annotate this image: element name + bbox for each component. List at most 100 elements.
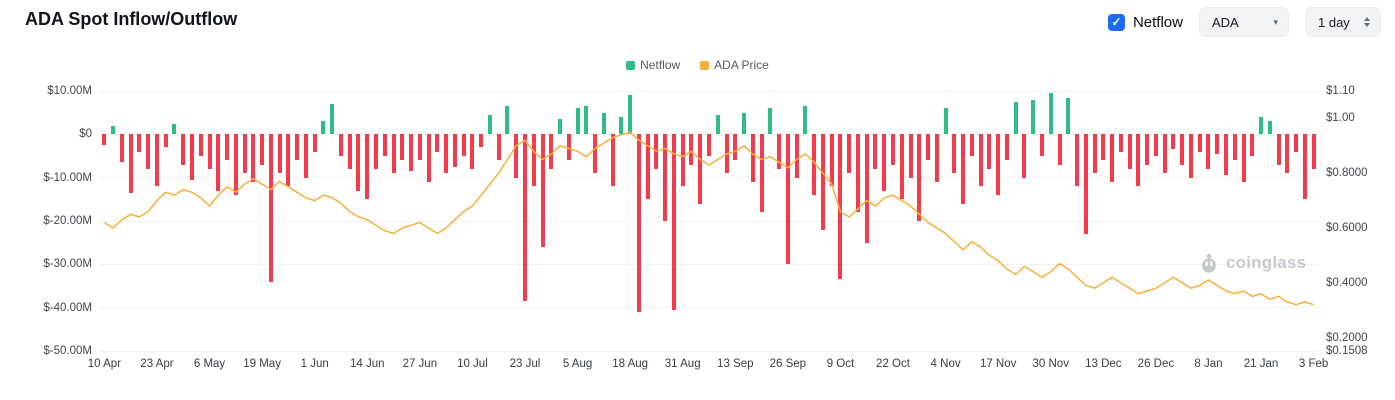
netflow-bar <box>838 134 843 280</box>
netflow-bar <box>198 134 203 156</box>
netflow-bar <box>1285 134 1290 174</box>
right-axis-label: $0.1508 <box>1326 345 1368 357</box>
netflow-bar <box>584 106 589 135</box>
netflow-bar <box>715 114 720 135</box>
netflow-bar <box>1048 93 1053 135</box>
netflow-bar <box>671 134 676 310</box>
netflow-bar <box>1136 134 1141 187</box>
chart-controls: ✓ Netflow ADA ▾ 1 day <box>1107 6 1381 38</box>
netflow-bar <box>102 134 107 146</box>
netflow-bar <box>286 134 291 187</box>
netflow-bar <box>1223 134 1228 176</box>
netflow-bar <box>610 134 615 187</box>
plot-area[interactable] <box>100 90 1318 352</box>
left-axis-label: $-40.00M <box>43 301 92 314</box>
x-axis-label: 26 Sep <box>769 358 807 370</box>
netflow-bar <box>750 134 755 182</box>
netflow-bar <box>382 134 387 156</box>
netflow-bar <box>540 134 545 247</box>
netflow-bar <box>601 112 606 135</box>
x-axis-label: 26 Dec <box>1137 358 1175 370</box>
netflow-bar <box>417 134 422 161</box>
netflow-bar <box>698 134 703 204</box>
chevron-down-icon: ▾ <box>1273 16 1278 27</box>
netflow-bar <box>479 134 484 148</box>
netflow-bar <box>549 134 554 169</box>
symbol-select[interactable]: ADA ▾ <box>1199 7 1289 37</box>
netflow-bar <box>733 134 738 161</box>
netflow-bar <box>829 134 834 187</box>
netflow-bar <box>619 117 624 135</box>
netflow-bar <box>470 134 475 169</box>
x-axis-label: 1 Jun <box>300 358 329 370</box>
netflow-checkbox[interactable]: ✓ <box>1107 13 1125 31</box>
netflow-bar <box>689 134 694 165</box>
netflow-bar <box>531 134 536 187</box>
left-axis-label: $-20.00M <box>43 215 92 227</box>
netflow-toggle-label: Netflow <box>1132 13 1183 31</box>
legend-item-ada-price[interactable]: ADA Price <box>700 58 769 72</box>
x-axis-label: 6 May <box>193 358 226 370</box>
netflow-bar <box>268 134 273 282</box>
checkmark-icon: ✓ <box>1111 15 1122 29</box>
right-axis-label: $0.8000 <box>1326 167 1368 180</box>
right-axis-label: $0.4000 <box>1326 276 1368 289</box>
netflow-bar <box>1180 134 1185 165</box>
netflow-bar <box>260 134 265 165</box>
netflow-bar <box>338 134 343 156</box>
netflow-bar <box>1311 134 1316 169</box>
netflow-bar <box>1241 134 1246 182</box>
x-axis-label: 31 Aug <box>664 358 701 370</box>
netflow-bar <box>628 95 633 135</box>
netflow-bar <box>961 134 966 204</box>
legend-item-netflow[interactable]: Netflow <box>626 58 680 72</box>
netflow-bar <box>1188 134 1193 178</box>
coinglass-watermark: coinglass <box>1198 252 1306 274</box>
netflow-bar <box>365 134 370 200</box>
netflow-bar <box>1259 117 1264 135</box>
netflow-toggle[interactable]: ✓ Netflow <box>1107 13 1183 31</box>
netflow-bar <box>864 134 869 243</box>
netflow-bar <box>190 134 194 180</box>
netflow-bar <box>303 134 308 178</box>
right-axis: $1.10 $1.00 $0.8000 $0.6000 $0.4000 $0.2000 $0… <box>1326 85 1392 357</box>
left-axis: $10.00M $0 $-10.00M $-20.00M $-30.00M $-40.00… <box>0 85 92 357</box>
netflow-bar <box>1118 134 1123 152</box>
netflow-bar <box>146 134 151 169</box>
netflow-bar <box>794 134 799 178</box>
netflow-bar <box>1004 134 1009 161</box>
netflow-bar <box>1066 97 1071 135</box>
netflow-bar <box>873 134 878 169</box>
interval-select[interactable]: 1 day <box>1305 7 1381 37</box>
netflow-bar <box>891 134 895 165</box>
netflow-bar <box>1092 134 1097 174</box>
right-axis-label: $0.6000 <box>1326 221 1368 234</box>
coinglass-logo-icon <box>1202 253 1216 273</box>
netflow-bar <box>636 134 641 312</box>
netflow-bar <box>496 134 501 161</box>
netflow-bar <box>820 134 825 230</box>
netflow-bar <box>855 134 860 213</box>
netflow-bar <box>487 114 492 135</box>
watermark-text: coinglass <box>1226 253 1307 272</box>
netflow-bar <box>1075 134 1080 187</box>
netflow-bar <box>768 108 773 135</box>
netflow-bar <box>181 134 186 165</box>
netflow-bar <box>1039 134 1044 156</box>
x-axis-label: 5 Aug <box>562 358 593 370</box>
netflow-bar <box>1294 134 1299 152</box>
netflow-bar <box>172 123 177 135</box>
x-axis-label: 13 Dec <box>1085 358 1122 370</box>
netflow-bar <box>1110 134 1115 182</box>
netflow-bar <box>216 134 221 191</box>
x-axis-label: 23 Apr <box>140 358 174 370</box>
netflow-bar <box>1302 134 1307 200</box>
netflow-bar <box>1145 134 1150 165</box>
netflow-bar <box>251 134 256 182</box>
netflow-bar <box>785 134 790 265</box>
netflow-bar <box>321 121 326 135</box>
right-axis-label: $1.10 <box>1326 85 1355 97</box>
gridline <box>100 220 1318 222</box>
left-axis-label: $-30.00M <box>43 258 92 271</box>
netflow-bar <box>1276 134 1281 165</box>
